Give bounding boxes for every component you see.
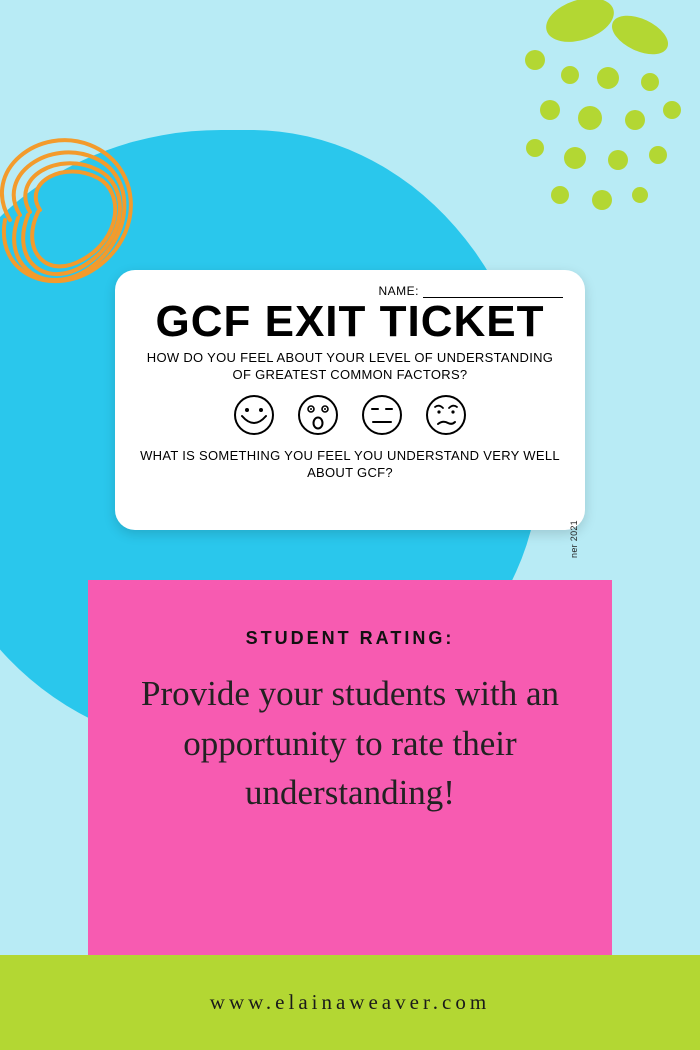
exit-ticket-card: NAME: GCF EXIT TICKET HOW DO YOU FEEL AB… xyxy=(115,270,585,530)
card-copyright: ner 2021 xyxy=(569,520,579,558)
name-field: NAME: xyxy=(137,284,563,298)
footer: www.elainaweaver.com xyxy=(0,955,700,1050)
footer-url: www.elainaweaver.com xyxy=(210,990,490,1015)
face-surprised-icon xyxy=(297,394,339,436)
description-heading: STUDENT RATING: xyxy=(130,628,570,649)
card-question-1: HOW DO YOU FEEL ABOUT YOUR LEVEL OF UNDE… xyxy=(137,350,563,384)
card-question-2: WHAT IS SOMETHING YOU FEEL YOU UNDERSTAN… xyxy=(137,448,563,482)
face-confused-icon xyxy=(425,394,467,436)
card-title: GCF EXIT TICKET xyxy=(137,300,563,344)
emotion-faces-row xyxy=(137,394,563,436)
name-label: NAME: xyxy=(378,284,419,298)
description-panel: STUDENT RATING: Provide your students wi… xyxy=(88,580,612,975)
description-body: Provide your students with an opportunit… xyxy=(130,669,570,818)
face-neutral-icon xyxy=(361,394,403,436)
face-happy-icon xyxy=(233,394,275,436)
dots-decoration xyxy=(440,0,700,260)
